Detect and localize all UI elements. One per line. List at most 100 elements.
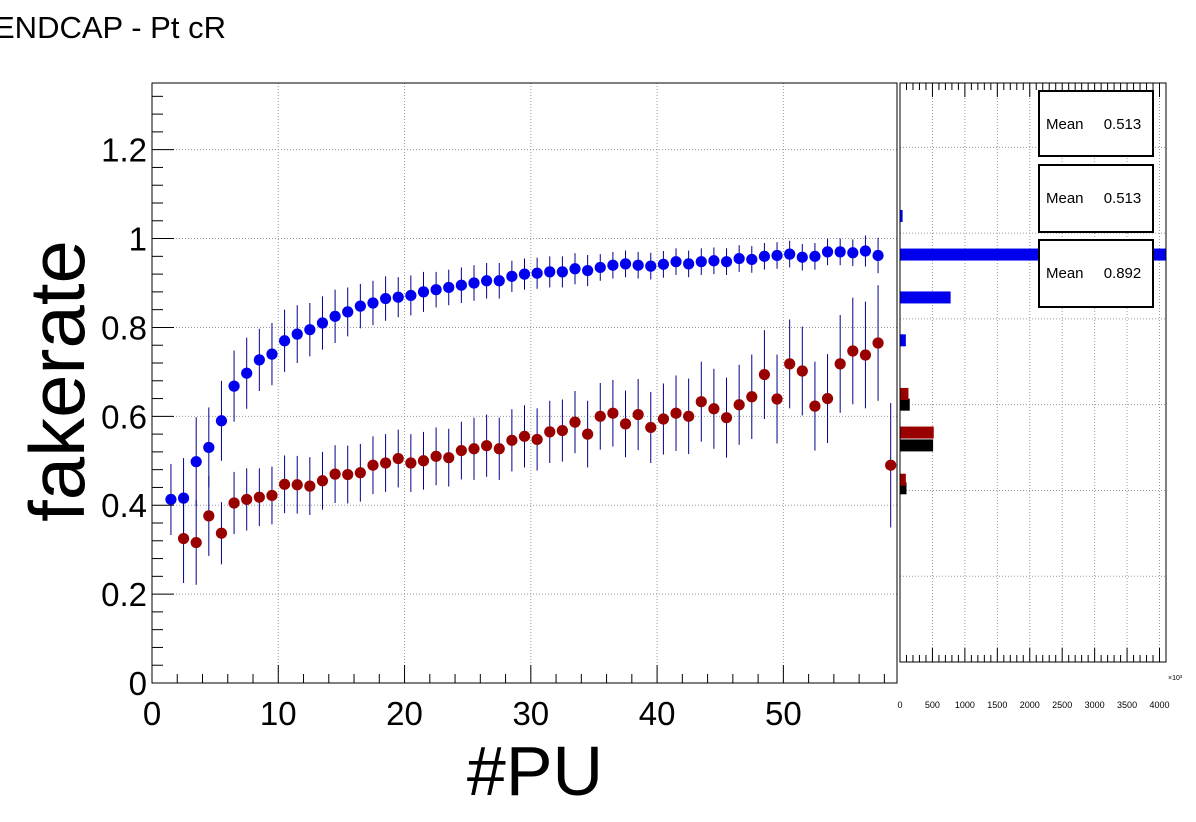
data-point-blue: [304, 324, 316, 336]
data-point-red: [354, 467, 366, 479]
data-point-red: [872, 337, 884, 349]
data-point-red: [657, 413, 669, 425]
data-point-blue: [278, 335, 291, 347]
data-point-red: [392, 452, 404, 465]
data-point-blue: [203, 441, 215, 454]
stat-box-red: Mean 0.513: [1038, 164, 1154, 233]
data-point-red: [683, 410, 695, 422]
data-point-blue: [872, 249, 884, 262]
data-point-blue: [619, 258, 632, 270]
data-point-red: [809, 400, 821, 412]
data-point-red: [430, 450, 442, 462]
data-point-blue: [683, 258, 695, 270]
data-point-blue: [834, 246, 846, 258]
data-point-red: [304, 480, 316, 492]
y-tick-label: 0.4: [101, 487, 147, 524]
data-point-red: [556, 424, 568, 437]
data-point-red: [455, 444, 467, 457]
side-x-tick-label: 2000: [1020, 700, 1040, 710]
data-point-blue: [481, 275, 493, 287]
y-tick-label: 0.6: [101, 398, 147, 435]
main-points: [165, 235, 897, 585]
data-point-red: [607, 407, 619, 419]
data-point-blue: [796, 251, 808, 263]
data-point-red: [695, 396, 707, 408]
data-point-blue: [316, 317, 329, 329]
data-point-blue: [594, 261, 606, 274]
data-point-red: [859, 349, 872, 361]
side-bar-black: [900, 482, 907, 495]
data-point-red: [241, 493, 253, 506]
side-x-exponent: ×10³: [1168, 675, 1183, 682]
x-tick-label: 40: [639, 695, 676, 732]
data-point-blue: [847, 247, 859, 259]
data-point-blue: [468, 277, 480, 289]
data-point-red: [594, 410, 606, 422]
main-axes: 0 10 20 30 40 50 0 0.2 0.4 0.6 0.8 1 1.2: [101, 95, 885, 732]
data-point-blue: [746, 253, 758, 266]
data-point-blue: [417, 286, 430, 298]
data-point-red: [417, 455, 430, 467]
data-point-blue: [720, 256, 733, 268]
data-point-red: [367, 459, 379, 471]
data-point-blue: [821, 246, 834, 258]
data-point-blue: [531, 267, 543, 279]
data-point-red: [771, 393, 783, 405]
data-point-blue: [354, 300, 366, 312]
data-point-red: [518, 430, 531, 442]
data-point-red: [481, 440, 493, 452]
side-plot-frame: [899, 82, 1167, 663]
data-point-blue: [430, 284, 442, 296]
data-point-blue: [859, 245, 872, 257]
main-grid: [152, 83, 897, 683]
data-point-blue: [266, 348, 278, 360]
data-point-red: [746, 391, 758, 403]
data-point-blue: [342, 306, 354, 318]
data-point-red: [228, 497, 240, 509]
data-point-red: [493, 443, 505, 455]
stat-box-label: Mean: [1046, 265, 1084, 282]
data-point-blue: [190, 456, 202, 468]
data-point-blue: [380, 292, 392, 305]
data-point-red: [253, 491, 265, 503]
side-bar-blue: [900, 291, 951, 304]
data-point-red: [544, 426, 556, 438]
data-point-red: [796, 365, 808, 377]
data-point-blue: [215, 415, 228, 427]
data-point-red: [266, 489, 278, 502]
data-point-blue: [556, 266, 568, 278]
chart-title: ENDCAP - Pt cR: [0, 10, 226, 45]
data-point-blue: [291, 328, 303, 340]
x-axis-label: #PU: [467, 732, 603, 810]
side-x-tick-label: 4000: [1149, 700, 1169, 710]
side-bar-red: [900, 387, 909, 400]
data-point-red: [329, 468, 341, 480]
data-point-blue: [506, 270, 518, 282]
data-point-blue: [670, 256, 682, 268]
x-tick-label: 20: [386, 695, 423, 732]
data-point-blue: [329, 310, 341, 322]
y-tick-label: 1: [129, 221, 147, 258]
side-x-tick-label: 500: [925, 700, 940, 710]
data-point-red: [733, 399, 745, 411]
side-bar-black: [900, 439, 934, 452]
data-point-red: [506, 434, 518, 446]
data-point-red: [405, 457, 417, 469]
x-tick-label: 30: [512, 695, 549, 732]
y-axis-label: fakerate: [13, 240, 101, 522]
side-x-tick-label: 0: [897, 700, 902, 710]
data-point-red: [619, 418, 632, 430]
data-point-blue: [253, 354, 265, 366]
data-point-blue: [657, 258, 669, 270]
data-point-red: [758, 368, 771, 381]
data-point-red: [885, 459, 897, 471]
stat-box-blue: Mean 0.892: [1038, 239, 1154, 308]
data-point-red: [784, 358, 796, 370]
frames: [151, 82, 1167, 684]
stat-box-black: Mean 0.513: [1038, 90, 1154, 157]
side-bar-black: [900, 398, 910, 411]
data-point-blue: [645, 260, 657, 272]
x-tick-label: 10: [260, 695, 297, 732]
side-bar-blue: [900, 248, 1166, 261]
